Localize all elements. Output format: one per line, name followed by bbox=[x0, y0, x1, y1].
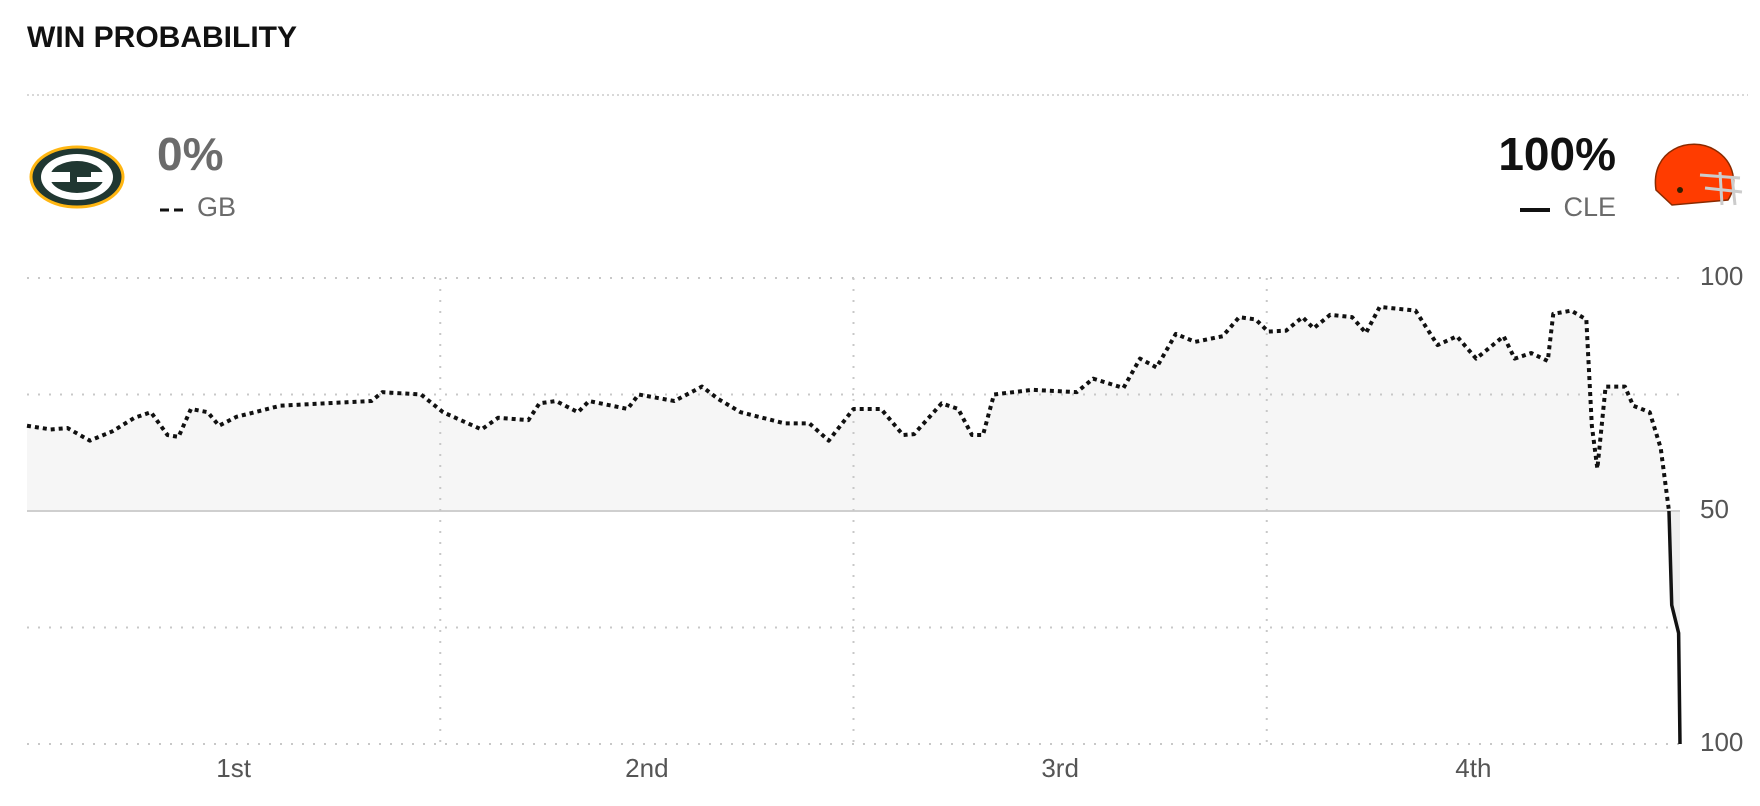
team-name: GB bbox=[197, 192, 236, 222]
x-tick-label: 2nd bbox=[625, 753, 668, 783]
team-probability: 0% bbox=[157, 128, 223, 180]
x-tick-label: 4th bbox=[1455, 753, 1491, 783]
line bbox=[1667, 510, 1682, 745]
team-name: CLE bbox=[1563, 192, 1616, 222]
team-probability: 100% bbox=[1498, 128, 1616, 180]
chart-title: WIN PROBABILITY bbox=[27, 21, 297, 54]
cle-logo bbox=[1654, 143, 1743, 206]
y-tick-label: 100 bbox=[1700, 261, 1743, 291]
y-tick-label: 50 bbox=[1700, 494, 1729, 524]
y-tick-label: 100 bbox=[1700, 727, 1743, 757]
area bbox=[27, 306, 1669, 511]
gb-logo bbox=[29, 145, 125, 209]
x-tick-label: 1st bbox=[216, 753, 251, 783]
line bbox=[26, 304, 1671, 512]
x-tick-label: 3rd bbox=[1041, 753, 1079, 783]
